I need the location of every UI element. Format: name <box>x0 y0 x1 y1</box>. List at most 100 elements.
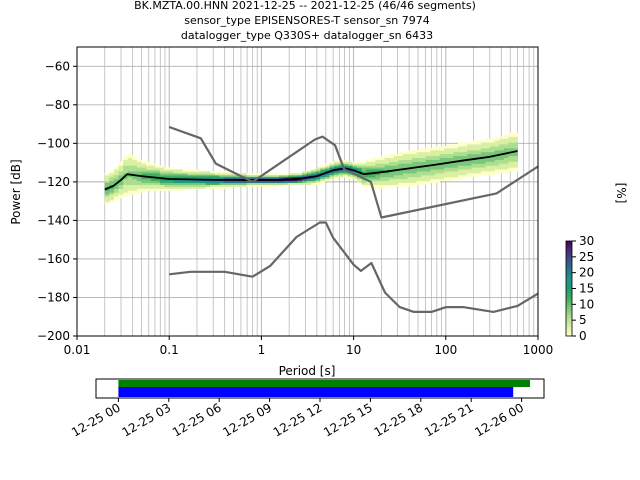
density-cell <box>379 167 385 170</box>
density-cell <box>503 148 509 151</box>
density-cell <box>315 180 321 184</box>
density-cell <box>485 140 491 143</box>
density-cell <box>499 138 505 141</box>
density-cell <box>439 159 445 162</box>
density-cell <box>196 184 202 187</box>
density-cell <box>132 192 138 195</box>
density-cell <box>196 180 202 184</box>
density-cell <box>146 186 152 189</box>
density-cell <box>499 165 505 168</box>
density-cell <box>164 180 170 184</box>
density-cell <box>292 178 298 182</box>
density-cell <box>132 188 138 191</box>
density-cell <box>357 173 363 176</box>
density-cell <box>457 142 463 145</box>
density-cell <box>407 165 413 168</box>
density-cell <box>453 161 459 164</box>
density-cell <box>219 186 225 189</box>
density-cell <box>412 169 418 172</box>
density-cell <box>224 175 229 178</box>
density-cell <box>430 175 436 178</box>
density-cell <box>127 175 133 178</box>
density-cell <box>384 161 390 164</box>
density-cell <box>444 155 450 158</box>
density-cell <box>434 148 440 151</box>
density-cell <box>476 173 482 176</box>
density-cell <box>471 148 477 151</box>
density-cell <box>361 161 367 164</box>
density-cell <box>499 148 505 151</box>
density-cell <box>324 173 330 176</box>
density-cell <box>490 140 496 143</box>
density-cell <box>402 175 408 178</box>
density-cell <box>393 165 399 168</box>
density-cell <box>444 175 450 178</box>
density-cell <box>402 184 408 187</box>
density-cell <box>260 184 266 187</box>
density-cell <box>375 165 381 168</box>
density-cell <box>398 155 404 158</box>
density-cell <box>412 161 418 164</box>
density-cell <box>434 161 440 164</box>
density-cell <box>123 194 129 197</box>
density-cell <box>159 175 165 178</box>
density-cell <box>434 150 440 153</box>
density-cell <box>292 177 298 180</box>
density-cell <box>393 173 399 176</box>
density-cell <box>338 175 344 178</box>
density-cell <box>279 175 285 178</box>
density-cell <box>467 155 473 158</box>
density-cell <box>508 169 514 172</box>
density-cell <box>512 161 518 164</box>
density-cell <box>370 182 376 185</box>
density-cell <box>109 175 115 178</box>
density-cell <box>512 152 518 155</box>
density-cell <box>219 182 225 185</box>
density-cell <box>329 167 335 170</box>
density-cell <box>104 192 110 195</box>
density-cell <box>123 190 129 193</box>
density-cell <box>467 167 473 170</box>
density-cell <box>311 180 317 184</box>
density-cell <box>201 180 207 184</box>
density-cell <box>421 178 427 182</box>
density-cell <box>379 177 385 180</box>
density-cell <box>329 161 335 164</box>
density-cell <box>384 182 390 185</box>
density-cell <box>503 171 509 174</box>
density-cell <box>499 152 505 155</box>
density-cell <box>494 146 500 149</box>
density-cell <box>150 188 156 191</box>
density-cell <box>357 165 363 168</box>
density-cell <box>141 161 147 164</box>
density-cell <box>494 150 500 153</box>
density-cell <box>444 150 450 153</box>
density-cell <box>508 144 514 147</box>
density-cell <box>201 186 207 189</box>
density-cell <box>191 184 197 187</box>
density-cell <box>416 177 422 180</box>
colorbar-label: [%] <box>614 183 628 204</box>
density-cell <box>338 165 344 168</box>
density-cell <box>457 169 463 172</box>
density-cell <box>503 165 509 168</box>
density-cell <box>379 175 385 178</box>
density-cell <box>136 165 142 168</box>
density-cell <box>242 184 248 187</box>
density-cell <box>146 171 152 174</box>
density-cell <box>412 182 418 185</box>
density-cell <box>402 180 408 184</box>
density-cell <box>187 186 193 189</box>
density-cell <box>334 175 340 178</box>
density-cell <box>490 146 496 149</box>
density-cell <box>132 155 138 158</box>
density-cell <box>448 178 454 182</box>
density-cell <box>347 167 353 170</box>
density-cell <box>361 178 367 182</box>
density-cell <box>279 177 285 180</box>
density-cell <box>370 163 376 166</box>
density-cell <box>228 175 234 178</box>
density-cell <box>416 167 422 170</box>
density-cell <box>178 186 184 189</box>
density-cell <box>118 173 124 176</box>
